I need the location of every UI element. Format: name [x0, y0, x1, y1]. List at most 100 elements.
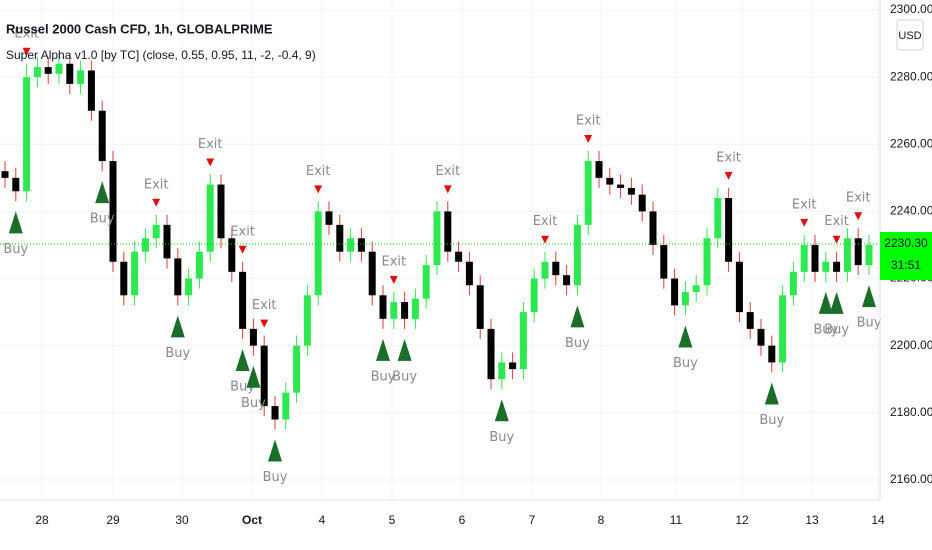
candle-body: [390, 302, 398, 319]
buy-marker: [764, 382, 779, 405]
buy-label: Buy: [165, 346, 190, 361]
candle-body: [725, 198, 733, 262]
candle-body: [314, 211, 322, 296]
candle-body: [584, 161, 592, 225]
exit-label: Exit: [381, 254, 406, 269]
candle-body: [735, 261, 743, 313]
exit-marker: [389, 275, 398, 284]
currency[interactable]: USD: [898, 30, 921, 42]
exit-label: Exit: [306, 164, 331, 179]
candle-body: [239, 271, 247, 329]
x-tick-label: Oct: [242, 513, 262, 527]
exit-marker: [238, 245, 247, 254]
candle-body: [368, 251, 376, 296]
countdown: 31:51: [891, 258, 921, 272]
candle-body: [865, 244, 873, 266]
candle-body: [303, 295, 311, 346]
candle-body: [595, 161, 603, 178]
candle-body: [195, 251, 203, 279]
buy-label: Buy: [857, 316, 882, 331]
y-tick-label: 2160.00: [890, 472, 932, 486]
buy-marker: [494, 399, 509, 422]
x-tick-label: 4: [319, 513, 326, 527]
buy-marker: [246, 365, 261, 388]
candle-body: [541, 261, 549, 279]
buy-marker: [376, 338, 390, 361]
candle-body: [325, 211, 333, 225]
last-price-box: [880, 231, 932, 280]
candle-body: [563, 275, 571, 286]
x-tick-label: 6: [459, 513, 466, 527]
candle-body: [66, 63, 74, 84]
candle-body: [757, 328, 765, 346]
buy-marker: [95, 181, 110, 204]
exit-marker: [832, 235, 841, 244]
candle-body: [109, 161, 117, 262]
candle-body: [649, 211, 657, 245]
exit-label: Exit: [533, 214, 558, 229]
candle-body: [498, 362, 506, 380]
candle-body: [671, 278, 679, 306]
candle-body: [228, 238, 236, 272]
buy-label: Buy: [673, 356, 698, 371]
candle-body: [455, 251, 463, 262]
buy-marker: [678, 325, 693, 348]
x-tick-label: 14: [871, 513, 885, 527]
exit-marker: [541, 235, 549, 244]
candle-body: [336, 224, 344, 252]
exit-marker: [443, 185, 452, 194]
exit-marker: [584, 135, 593, 144]
x-tick-label: 12: [735, 513, 749, 527]
candle-body: [768, 345, 776, 363]
plot: BuyBuyBuyBuyBuyBuyBuyBuyBuyBuyBuyBuyBuyB…: [0, 26, 882, 485]
exit-marker: [22, 47, 31, 56]
candle-body: [811, 244, 819, 272]
candle-body: [217, 184, 225, 239]
x-tick-label: 13: [805, 513, 819, 527]
candle-body: [746, 312, 754, 329]
candle-body: [509, 362, 517, 370]
candle-body: [800, 244, 808, 272]
candle-body: [487, 328, 495, 380]
candle-body: [617, 184, 625, 188]
candle-body: [379, 295, 387, 319]
x-tick-label: 30: [175, 513, 189, 527]
candle-body: [843, 238, 851, 272]
exit-label: Exit: [198, 137, 223, 152]
buy-marker: [397, 338, 412, 361]
candle-body: [779, 295, 787, 363]
buy-marker: [170, 315, 185, 338]
candle-body: [152, 224, 160, 239]
y-tick-label: 2180.00: [890, 405, 932, 419]
candle-body: [293, 345, 301, 393]
candle-body: [163, 224, 171, 259]
y-tick-label: 2240.00: [890, 204, 932, 218]
candle-body: [638, 194, 646, 212]
candle-body: [131, 251, 139, 296]
y-tick-label: 2300.00: [890, 2, 932, 16]
buy-marker: [818, 291, 833, 314]
candle-body: [714, 198, 722, 239]
candle-body: [444, 211, 452, 252]
candle-body: [822, 261, 830, 272]
exit-label: Exit: [252, 298, 277, 313]
exit-label: Exit: [230, 224, 255, 239]
candle-body: [433, 211, 441, 266]
x-tick-label: 8: [598, 513, 605, 527]
candle-body: [87, 70, 95, 111]
currency-box[interactable]: [896, 19, 924, 51]
buy-label: Buy: [489, 430, 514, 445]
buy-label: Buy: [241, 396, 266, 411]
candle-body: [12, 177, 20, 192]
y-tick-label: 2260.00: [890, 136, 932, 150]
candle-body: [174, 258, 182, 296]
candle-body: [55, 63, 63, 74]
exit-label: Exit: [846, 191, 871, 206]
exit-label: Exit: [792, 197, 817, 212]
y-tick-label: 2200.00: [890, 338, 932, 352]
candle-body: [692, 285, 700, 292]
last-price-label: 2230.30: [884, 236, 928, 250]
exit-marker: [152, 198, 161, 207]
candle-body: [249, 328, 257, 346]
exit-label: Exit: [14, 26, 39, 41]
